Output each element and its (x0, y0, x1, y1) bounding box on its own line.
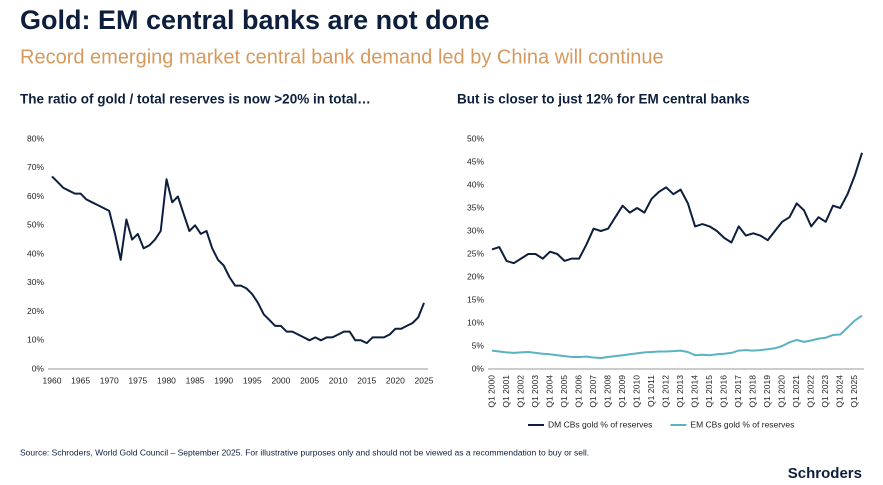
x-tick-label: Q1 2011 (646, 375, 656, 407)
x-tick-label: 1995 (243, 375, 262, 385)
x-tick-label: 1985 (186, 375, 205, 385)
x-tick-label: 2020 (386, 375, 405, 385)
x-tick-label: Q1 2005 (559, 375, 569, 408)
x-tick-label: 2010 (329, 375, 348, 385)
x-tick-label: 1970 (100, 375, 119, 385)
y-tick-label: 0% (472, 363, 485, 373)
y-tick-label: 25% (467, 248, 484, 258)
title: Gold: EM central banks are not done (20, 5, 490, 35)
y-tick-label: 40% (27, 248, 44, 258)
x-tick-label: Q1 2023 (820, 375, 830, 408)
subtitle: Record emerging market central bank dema… (20, 46, 664, 68)
chart-title: The ratio of gold / total reserves is no… (20, 92, 371, 107)
x-tick-label: Q1 2024 (834, 375, 844, 408)
x-tick-label: Q1 2008 (602, 375, 612, 408)
y-tick-label: 15% (467, 294, 484, 304)
x-tick-label: Q1 2001 (501, 375, 511, 408)
x-tick-label: Q1 2007 (588, 375, 598, 408)
y-tick-label: 60% (27, 191, 44, 201)
x-tick-label: Q1 2006 (573, 375, 583, 408)
x-tick-label: 2015 (357, 375, 376, 385)
x-tick-label: 2000 (271, 375, 290, 385)
x-tick-label: Q1 2010 (631, 375, 641, 408)
line (491, 314, 863, 359)
y-tick-label: 70% (27, 162, 44, 172)
y-tick-label: 50% (27, 220, 44, 230)
x-tick-label: 2005 (300, 375, 319, 385)
y-tick-label: 20% (27, 306, 44, 316)
legend-label: EM CBs gold % of reserves (690, 419, 794, 429)
y-tick-label: 5% (472, 340, 485, 350)
y-tick-label: 50% (467, 133, 484, 143)
x-tick-label: Q1 2022 (805, 375, 815, 408)
x-tick-label: Q1 2003 (530, 375, 540, 408)
y-tick-label: 10% (467, 317, 484, 327)
y-tick-label: 30% (27, 277, 44, 287)
x-tick-label: Q1 2021 (791, 375, 801, 408)
y-tick-label: 30% (467, 225, 484, 235)
legend-label: DM CBs gold % of reserves (548, 419, 652, 429)
y-tick-label: 35% (467, 202, 484, 212)
x-tick-label: Q1 2014 (689, 375, 699, 408)
y-tick-label: 80% (27, 133, 44, 143)
x-tick-label: Q1 2000 (486, 375, 496, 408)
x-tick-label: 1980 (157, 375, 176, 385)
x-tick-label: Q1 2019 (762, 375, 772, 408)
y-tick-label: 0% (32, 363, 45, 373)
x-tick-label: Q1 2015 (704, 375, 714, 408)
x-tick-label: 2025 (415, 375, 434, 385)
x-tick-label: 1975 (128, 375, 147, 385)
x-tick-label: 1960 (43, 375, 62, 385)
line (491, 152, 863, 265)
y-tick-label: 10% (27, 335, 44, 345)
x-tick-label: Q1 2002 (515, 375, 525, 408)
y-tick-label: 40% (467, 179, 484, 189)
x-tick-label: Q1 2016 (718, 375, 728, 408)
x-tick-label: Q1 2025 (849, 375, 859, 408)
x-tick-label: Q1 2012 (660, 375, 670, 408)
x-tick-label: Q1 2009 (617, 375, 627, 408)
x-tick-label: Q1 2013 (675, 375, 685, 408)
y-tick-label: 20% (467, 271, 484, 281)
x-tick-label: 1990 (214, 375, 233, 385)
line (51, 175, 425, 345)
x-tick-label: Q1 2017 (733, 375, 743, 408)
chart-title: But is closer to just 12% for EM central… (457, 92, 750, 107)
x-tick-label: Q1 2020 (776, 375, 786, 408)
source: Source: Schroders, World Gold Council – … (20, 447, 589, 457)
x-tick-label: Q1 2004 (544, 375, 554, 408)
y-tick-label: 45% (467, 156, 484, 166)
logo: Schroders (788, 465, 862, 482)
x-tick-label: Q1 2018 (747, 375, 757, 408)
x-tick-label: 1965 (71, 375, 90, 385)
